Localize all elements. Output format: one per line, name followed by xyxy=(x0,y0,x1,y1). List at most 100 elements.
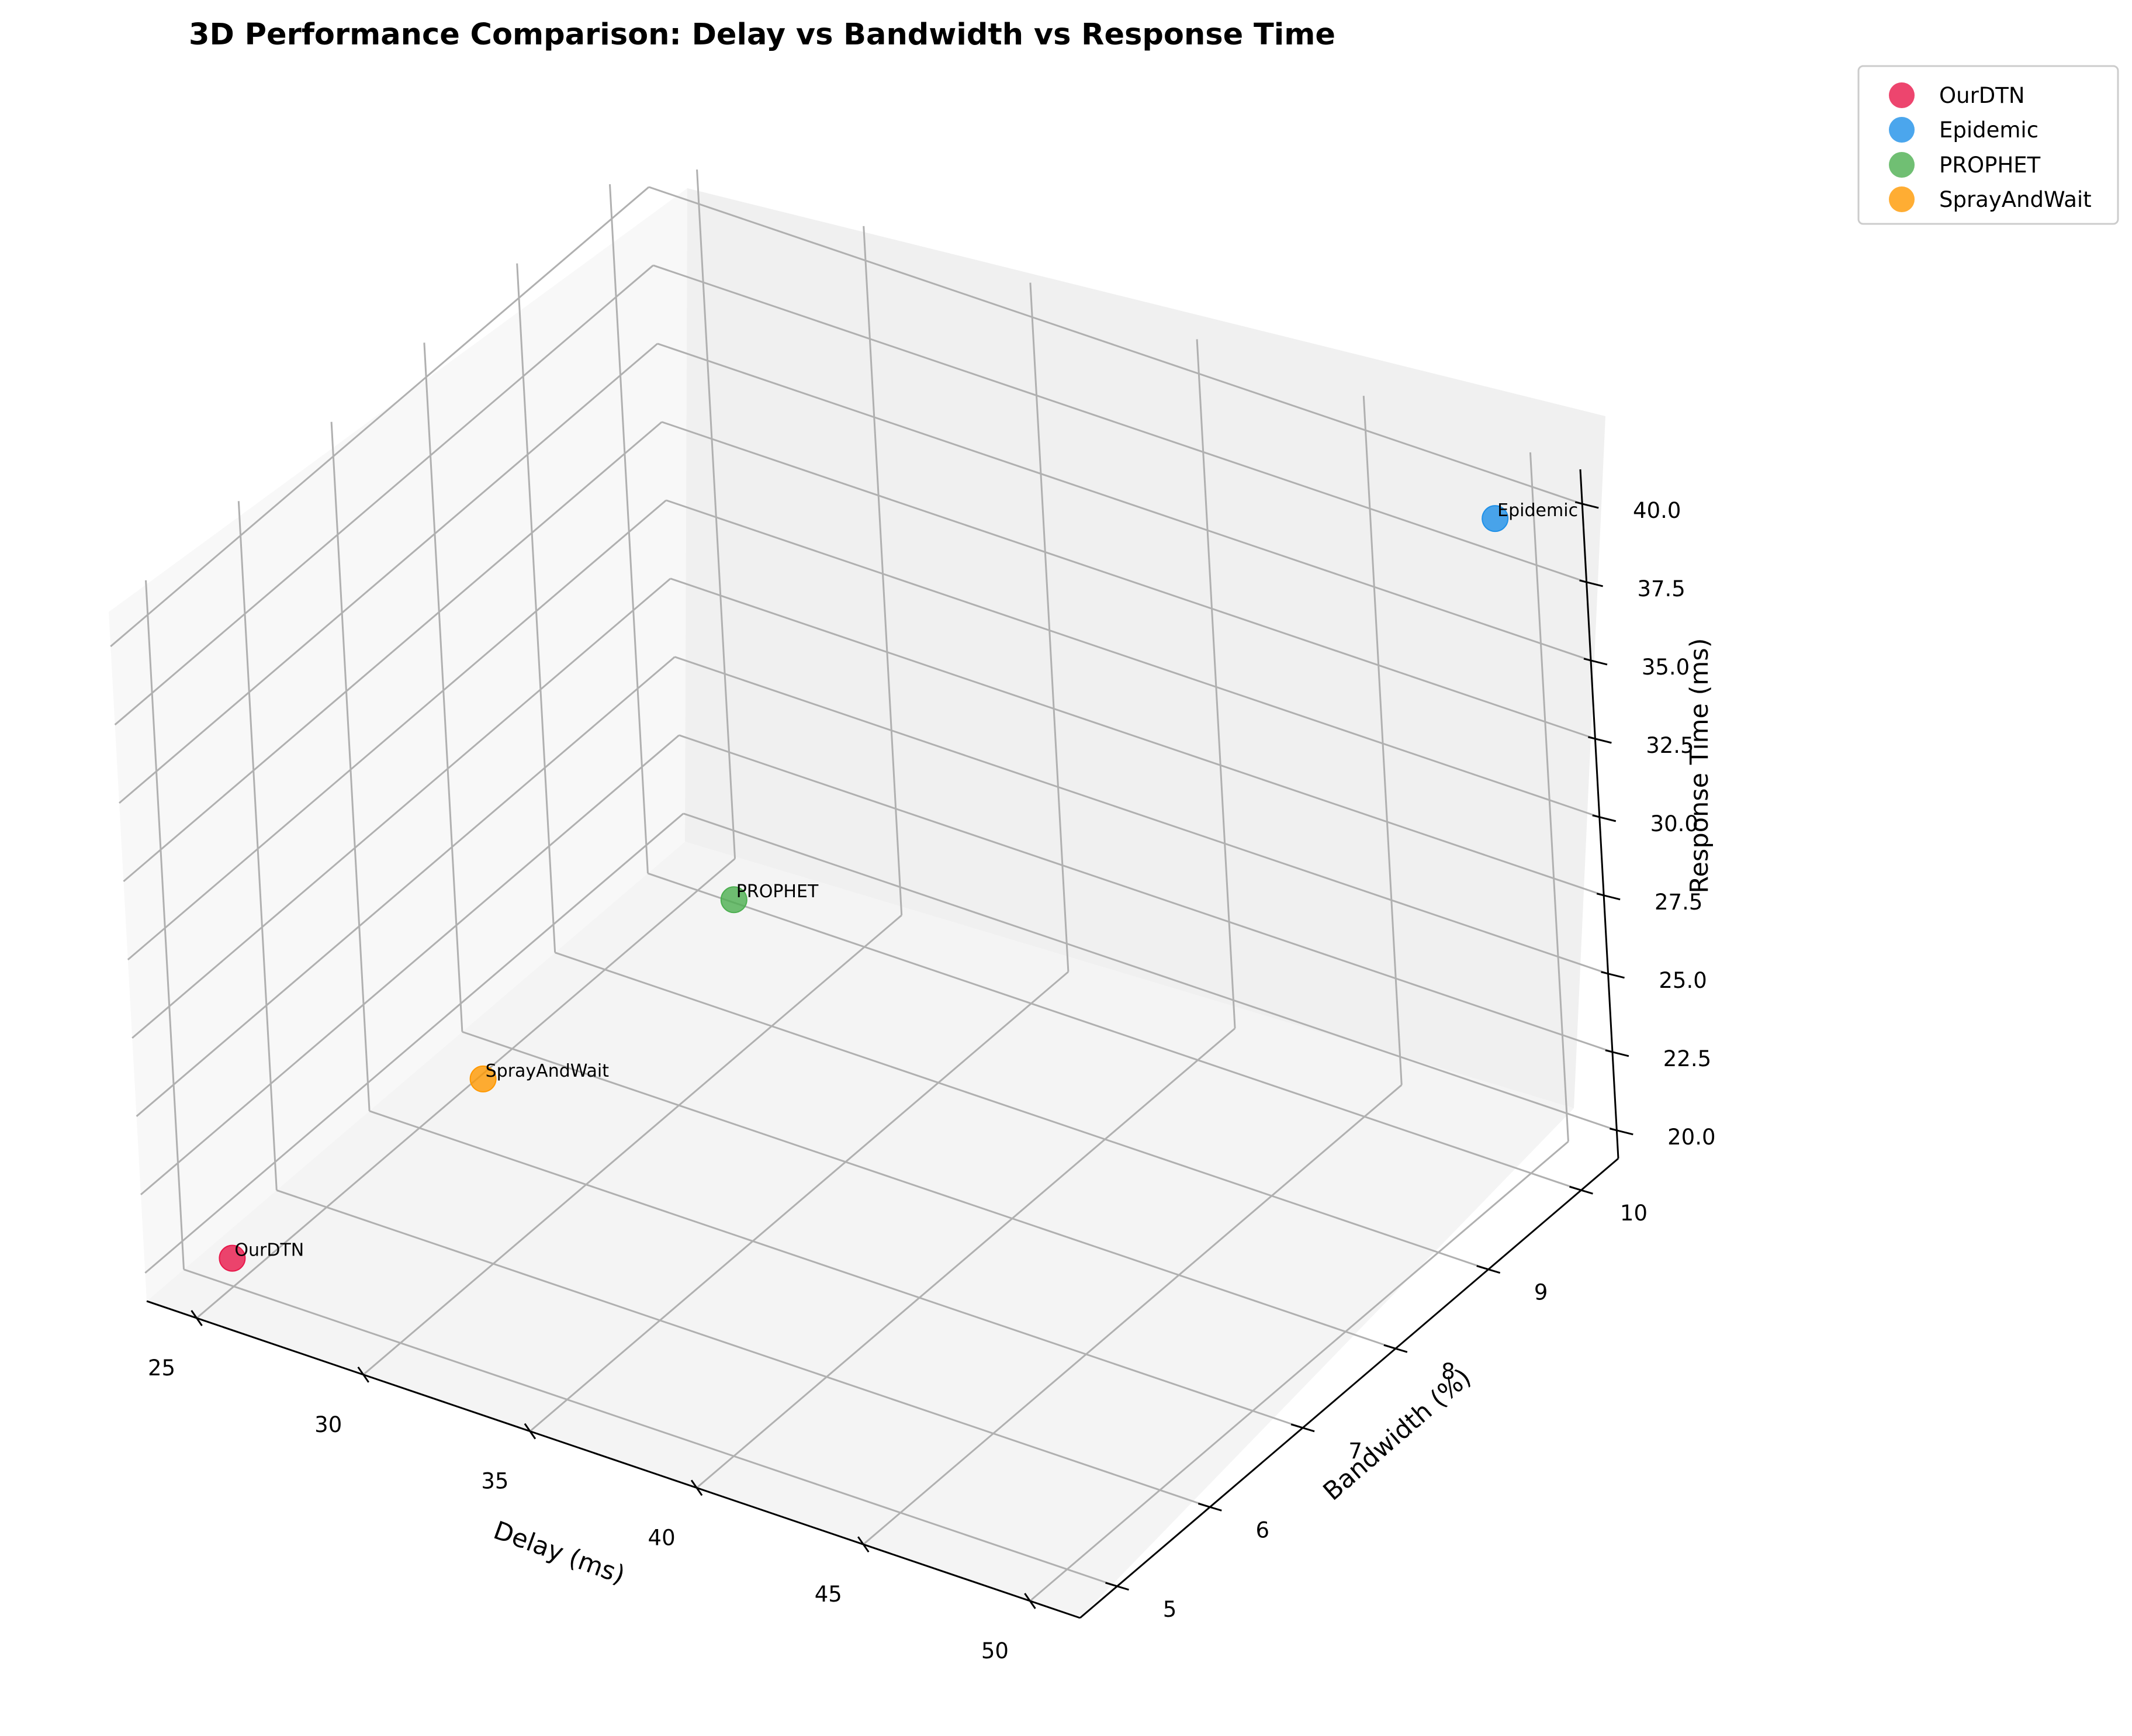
z-tick-mark xyxy=(1609,1128,1633,1136)
y-tick-label: 9 xyxy=(1534,1280,1548,1305)
z-tick-label: 40.0 xyxy=(1633,498,1681,523)
y-tick-mark xyxy=(1290,1423,1315,1433)
legend-marker-ourdtn xyxy=(1889,82,1915,108)
y-grid-wall-line xyxy=(237,501,278,1191)
legend-marker-epidemic xyxy=(1889,117,1915,143)
y-grid-floor-line xyxy=(462,1030,1396,1350)
z-tick-mark xyxy=(1579,579,1604,587)
x-grid-floor-line xyxy=(196,857,736,1319)
x-grid-floor-line xyxy=(529,971,1069,1432)
x-tick-mark xyxy=(191,1310,203,1326)
x-tick-label: 40 xyxy=(648,1525,676,1550)
z-tick-mark xyxy=(1596,893,1621,901)
legend: OurDTN Epidemic PROPHET SprayAndWait xyxy=(1857,65,2119,225)
y-tick-mark xyxy=(1569,1185,1593,1195)
x-grid-floor-line xyxy=(1029,1140,1569,1602)
y-grid-floor-line xyxy=(555,952,1489,1271)
chart-title: 3D Performance Comparison: Delay vs Band… xyxy=(189,18,1335,52)
legend-label-ourdtn: OurDTN xyxy=(1939,83,2025,108)
z-tick-mark xyxy=(1588,736,1612,744)
y-tick-mark xyxy=(1105,1582,1129,1591)
z-tick-label: 27.5 xyxy=(1655,890,1702,915)
z-tick-label: 32.5 xyxy=(1646,733,1694,758)
axes: 25 30 35 40 45 50 5 6 7 8 9 10 20.0 22.5 25.0 27.5 30.0 3… xyxy=(146,469,1716,1664)
z-grid-back-line xyxy=(648,186,1583,505)
z-grid-back-line xyxy=(679,734,1613,1053)
z-grid-left-line xyxy=(110,186,650,648)
x-tick-mark xyxy=(690,1479,703,1496)
z-tick-mark xyxy=(1605,1049,1629,1057)
z-tick-label: 35.0 xyxy=(1642,655,1690,680)
x-grid-floor-line xyxy=(863,1084,1403,1545)
floor-pane xyxy=(147,842,1574,1618)
legend-marker-sprayandwait xyxy=(1889,186,1915,212)
y-grid-wall-line xyxy=(608,184,649,874)
x-tick-label: 45 xyxy=(815,1582,842,1607)
x-grid-wall-line xyxy=(863,226,903,915)
z-axis-line xyxy=(1579,469,1619,1159)
z-grid-back-line xyxy=(661,421,1595,740)
point-label-epidemic: Epidemic xyxy=(1497,500,1578,521)
y-tick-label: 6 xyxy=(1256,1517,1270,1543)
y-grid-floor-line xyxy=(184,1268,1117,1588)
y-grid-wall-line xyxy=(145,580,185,1270)
y-tick-label: 10 xyxy=(1620,1201,1648,1226)
point-epidemic xyxy=(1482,505,1509,532)
point-label-ourdtn: OurDTN xyxy=(234,1240,304,1261)
z-grid-left-line xyxy=(140,734,680,1195)
x-tick-mark xyxy=(357,1366,369,1383)
z-tick-label: 20.0 xyxy=(1667,1125,1715,1150)
data-points: OurDTN Epidemic PROPHET SprayAndWait xyxy=(219,500,1578,1272)
y-grid-floor-line xyxy=(648,872,1581,1191)
z-tick-mark xyxy=(1601,971,1625,979)
legend-box xyxy=(1857,65,2119,225)
x-tick-label: 35 xyxy=(481,1469,508,1494)
x-tick-mark xyxy=(524,1423,537,1440)
z-axis-label: Response Time (ms) xyxy=(1685,638,1714,894)
y-tick-mark xyxy=(1476,1265,1501,1274)
back-pane xyxy=(685,188,1605,1108)
z-tick-mark xyxy=(1574,501,1599,509)
x-tick-label: 30 xyxy=(314,1412,342,1437)
x-grid-wall-line xyxy=(696,169,736,859)
y-grid-wall-line xyxy=(516,263,556,953)
point-sprayandwait xyxy=(469,1065,497,1092)
x-tick-label: 25 xyxy=(148,1355,175,1381)
y-grid-wall-line xyxy=(423,343,463,1032)
z-grid-back-line xyxy=(653,264,1587,583)
x-tick-label: 50 xyxy=(981,1638,1009,1664)
point-label-prophet: PROPHET xyxy=(736,881,819,902)
x-grid-wall-line xyxy=(1529,452,1569,1142)
z-grid-back-line xyxy=(657,343,1591,662)
y-tick-label: 7 xyxy=(1348,1438,1362,1464)
z-grid-back-line xyxy=(670,577,1604,897)
legend-label-sprayandwait: SprayAndWait xyxy=(1939,187,2092,212)
left-pane xyxy=(109,188,687,1301)
y-tick-mark xyxy=(1197,1502,1222,1512)
x-grid-wall-line xyxy=(1029,282,1070,972)
x-grid-wall-line xyxy=(1362,396,1403,1085)
x-grid-wall-line xyxy=(1196,339,1236,1029)
z-grid-back-line xyxy=(683,812,1617,1132)
z-tick-mark xyxy=(1583,658,1608,666)
x-tick-mark xyxy=(857,1536,870,1553)
z-tick-mark xyxy=(1592,814,1617,822)
x-grid-floor-line xyxy=(362,914,902,1375)
z-grid-left-line xyxy=(114,264,654,726)
z-grid-left-line xyxy=(131,577,672,1039)
point-prophet xyxy=(720,886,747,914)
z-tick-label: 22.5 xyxy=(1663,1046,1711,1071)
point-ourdtn xyxy=(219,1244,246,1272)
z-grid-left-line xyxy=(123,421,663,883)
z-tick-label: 37.5 xyxy=(1637,576,1685,601)
z-grid-back-line xyxy=(674,656,1609,975)
point-label-sprayandwait: SprayAndWait xyxy=(486,1061,610,1081)
legend-label-prophet: PROPHET xyxy=(1939,153,2041,178)
z-tick-label: 25.0 xyxy=(1659,968,1707,993)
y-grid-floor-line xyxy=(369,1110,1303,1429)
z-grid-left-line xyxy=(119,343,658,804)
x-axis-line xyxy=(146,1300,1081,1619)
y-axis-line xyxy=(1079,1157,1619,1619)
z-grid-left-line xyxy=(144,812,684,1274)
z-grid-left-line xyxy=(136,656,676,1117)
